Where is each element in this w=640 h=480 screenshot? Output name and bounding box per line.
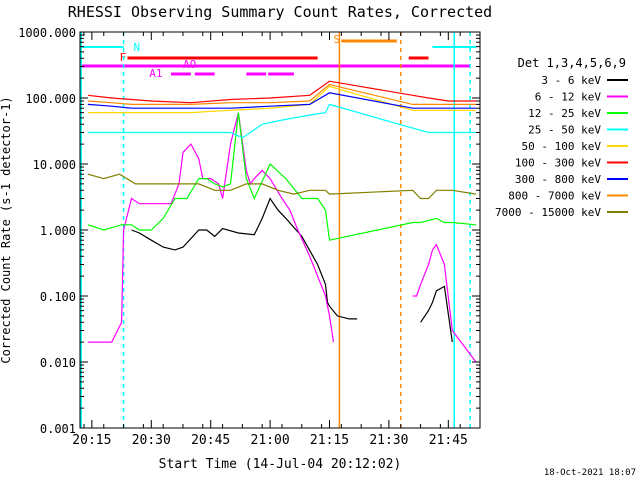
legend-label: 7000 - 15000 keV: [495, 206, 601, 219]
chart-title: RHESSI Observing Summary Count Rates, Co…: [68, 3, 492, 21]
legend-label: 100 - 300 keV: [515, 157, 601, 170]
flag-label-s: S: [333, 33, 340, 46]
y-tick-label: 0.010: [40, 356, 76, 370]
legend-label: 300 - 800 keV: [515, 173, 601, 186]
x-tick-label: 20:45: [191, 433, 230, 448]
x-tick-label: 21:45: [429, 433, 468, 448]
legend: 3 - 6 keV 6 - 12 keV 12 - 25 keV 25 - 50 ke…: [495, 74, 628, 219]
x-tick-label: 21:00: [251, 433, 290, 448]
x-tick-label: 21:15: [310, 433, 349, 448]
legend-label: 800 - 7000 keV: [508, 190, 601, 203]
series-line: [87, 80, 476, 104]
y-axis-label: Corrected Count Rate (s-1 detector-1): [0, 96, 13, 363]
y-tick-label: 10.000: [33, 158, 76, 172]
y-tick-label: 0.100: [40, 290, 76, 304]
axes: 0.001 0.010 0.100 1.000 10.000 100.000 1000.00…: [18, 26, 480, 448]
y-tick-label: 1.000: [40, 224, 76, 238]
x-axis-label: Start Time (14-Jul-04 20:12:02): [159, 457, 402, 472]
series-line: [87, 92, 476, 109]
series-line: [87, 112, 477, 241]
legend-title: Det 1,3,4,5,6,9: [518, 56, 626, 70]
x-tick-label: 20:30: [132, 433, 171, 448]
legend-label: 12 - 25 keV: [528, 107, 601, 120]
legend-label: 6 - 12 keV: [535, 91, 602, 104]
x-tick-label: 20:15: [72, 433, 111, 448]
series-line: [131, 197, 453, 343]
series-line: [87, 112, 477, 363]
flag-bars: NFAOA1S: [80, 33, 477, 80]
flag-label-n: N: [133, 41, 140, 54]
series-line: [87, 173, 477, 200]
series-line: [87, 103, 476, 139]
series-line: [87, 85, 476, 114]
footer-timestamp: 18-Oct-2021 18:07: [544, 468, 636, 478]
legend-label: 25 - 50 keV: [528, 124, 601, 137]
series-group: [87, 80, 477, 363]
y-tick-label: 0.001: [40, 422, 76, 436]
legend-label: 3 - 6 keV: [541, 74, 601, 87]
flag-label-a1: A1: [149, 67, 162, 80]
y-tick-label: 100.000: [25, 92, 76, 106]
series-line: [87, 83, 476, 105]
legend-label: 50 - 100 keV: [522, 140, 602, 153]
x-tick-label: 21:30: [369, 433, 408, 448]
y-tick-label: 1000.000: [18, 26, 76, 40]
